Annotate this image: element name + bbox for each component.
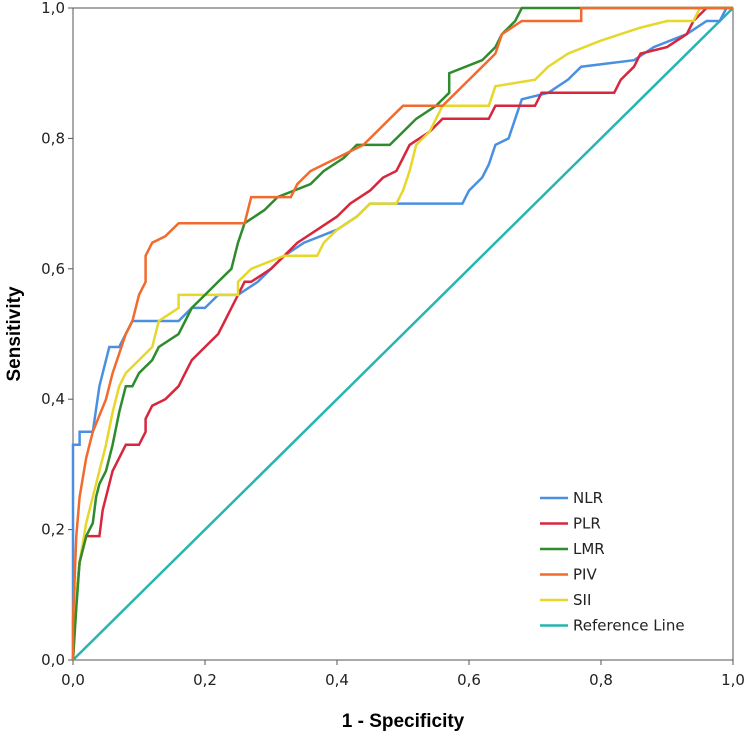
y-tick-label: 1,0 [41, 0, 65, 17]
series-line-piv [71, 6, 733, 660]
x-tick-label: 0,0 [61, 671, 85, 689]
x-tick-label: 1,0 [721, 671, 744, 689]
series-line-plr [71, 6, 733, 661]
x-axis-ticks: 0,0 0,2 0,4 0,6 0,8 1,0 [61, 660, 744, 689]
x-tick-label: 0,6 [457, 671, 481, 689]
legend-label-reference-line: Reference Line [573, 617, 685, 635]
y-tick-label: 0,6 [41, 260, 65, 278]
y-tick-label: 0,8 [41, 129, 65, 147]
legend-label-piv: PIV [573, 566, 597, 584]
y-axis-title: Sensitivity [4, 286, 25, 381]
series-line-sii [71, 6, 733, 661]
series-line-reference-line [72, 7, 734, 661]
legend-label-lmr: LMR [573, 540, 605, 558]
x-axis-title: 1 - Specificity [342, 711, 465, 732]
roc-curves [71, 6, 734, 661]
series-line-lmr [71, 6, 733, 661]
y-tick-label: 0,0 [41, 651, 65, 669]
legend: NLR PLR LMR PIV SII Reference Line [540, 489, 685, 635]
legend-label-nlr: NLR [573, 489, 603, 507]
x-tick-label: 0,4 [325, 671, 349, 689]
y-tick-label: 0,4 [41, 390, 65, 408]
y-tick-label: 0,2 [41, 521, 65, 539]
legend-label-plr: PLR [573, 515, 601, 533]
y-axis-ticks: 0,0 0,2 0,4 0,6 0,8 1,0 [41, 0, 73, 669]
legend-label-sii: SII [573, 591, 591, 609]
x-tick-label: 0,8 [589, 671, 613, 689]
x-tick-label: 0,2 [193, 671, 217, 689]
